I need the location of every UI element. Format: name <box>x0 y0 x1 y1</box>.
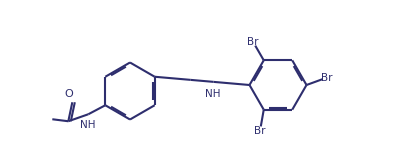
Text: Br: Br <box>254 126 266 136</box>
Text: Br: Br <box>247 37 259 47</box>
Text: NH: NH <box>205 89 220 99</box>
Text: O: O <box>64 89 73 99</box>
Text: NH: NH <box>80 120 95 130</box>
Text: Br: Br <box>321 73 333 83</box>
